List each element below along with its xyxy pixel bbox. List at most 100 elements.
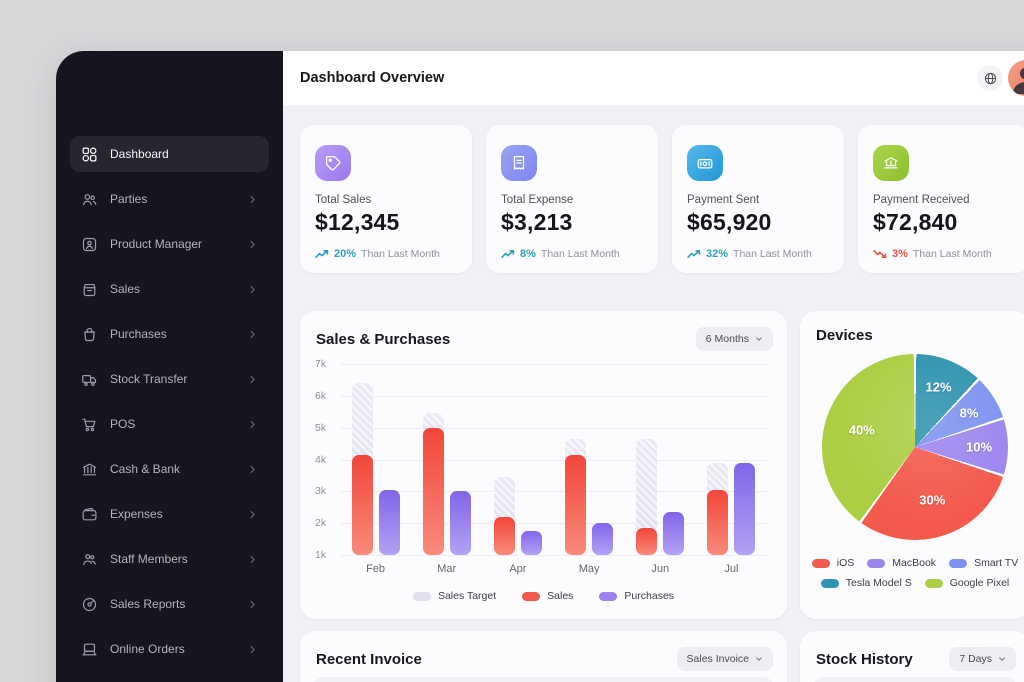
globe-icon — [984, 72, 996, 84]
devices-header: Devices — [800, 311, 1024, 344]
legend-swatch — [924, 578, 943, 588]
bar-sales-jul — [707, 489, 729, 555]
user-avatar[interactable] — [1008, 60, 1024, 96]
x-axis-label: Mar — [437, 563, 457, 575]
trend-up-icon — [315, 249, 329, 259]
bank-icon — [82, 463, 97, 475]
stat-label: Payment Sent — [687, 194, 760, 206]
sidebar-item-label: Product Manager — [110, 237, 203, 251]
stat-label: Payment Received — [873, 194, 970, 206]
bar-sales-feb — [351, 454, 373, 555]
team-icon — [83, 553, 96, 565]
sales-purchases-plot: 7k 6k 5k 4k 3k 2k 1k Feb Mar Apr May Jun Jul — [300, 311, 787, 619]
y-axis-tick: 6k — [315, 389, 327, 402]
sidebar-item-label: Dashboard — [110, 147, 169, 161]
sales-purchases-card: Sales & Purchases 6 Months 7k 6k 5k 4k 3k 2k 1… — [300, 311, 787, 619]
legend-item-sales-target: Sales Target — [412, 590, 496, 602]
charts-row: Sales & Purchases 6 Months 7k 6k 5k 4k 3k 2k 1… — [300, 311, 1024, 619]
sidebar-item-label: Online Orders — [110, 642, 185, 656]
sidebar-item-label: Sales Reports — [110, 597, 186, 611]
sidebar-item-sales-reports[interactable]: Sales Reports — [70, 586, 269, 622]
invoice-icon — [501, 145, 537, 181]
x-axis-label: May — [578, 563, 600, 575]
chevron-right-icon — [250, 555, 255, 563]
legend-swatch — [820, 578, 839, 588]
storefront-icon — [83, 283, 96, 296]
bar-purchases-apr — [520, 531, 542, 555]
stat-card-payment-sent: Payment Sent $65,920 32% Than Last Month — [672, 125, 844, 273]
wallet-icon — [82, 507, 97, 520]
gridline — [340, 555, 769, 556]
stock-history-header: Stock History 7 Days — [800, 631, 1024, 671]
sidebar-item-pos[interactable]: POS — [70, 406, 269, 442]
sidebar-item-label: Expenses — [110, 507, 163, 521]
trend-note: Than Last Month — [912, 248, 992, 260]
sidebar-item-dashboard[interactable]: Dashboard — [70, 136, 269, 172]
x-axis-label: Jun — [651, 563, 670, 575]
chevron-right-icon — [250, 285, 255, 293]
sidebar-item-cash-bank[interactable]: Cash & Bank — [70, 451, 269, 487]
users-icon — [82, 193, 97, 205]
y-axis-tick: 2k — [315, 517, 327, 530]
y-axis-tick: 4k — [315, 453, 327, 466]
stat-value: $65,920 — [687, 209, 772, 235]
main-area: Dashboard Overview Total Sales $ — [283, 51, 1024, 682]
stock-history-card: Stock History 7 Days — [800, 631, 1024, 682]
legend-swatch — [522, 591, 541, 601]
sidebar-item-label: Cash & Bank — [110, 462, 181, 476]
sidebar-item-purchases[interactable]: Purchases — [70, 316, 269, 352]
stat-label: Total Sales — [315, 194, 372, 206]
sidebar-item-stock-transfer[interactable]: Stock Transfer — [70, 361, 269, 397]
sidebar-item-product-manager[interactable]: Product Manager — [70, 226, 269, 262]
chevron-right-icon — [250, 600, 255, 608]
sidebar: Dashboard Parties Product Manager Sales … — [56, 51, 283, 682]
devices-legend: iOS MacBook Smart TV Tesla Model S Google Pi… — [800, 557, 1024, 589]
y-axis-tick: 5k — [315, 421, 327, 434]
stat-cards-row: Total Sales $12,345 20% Than Last Month … — [300, 125, 1024, 273]
days-filter-dropdown[interactable]: 7 Days — [949, 647, 1016, 671]
money-send-icon — [687, 145, 723, 181]
trend-percent: 3% — [892, 248, 908, 260]
stat-trend: 8% Than Last Month — [501, 248, 643, 260]
chevron-down-icon — [756, 337, 762, 341]
pie-label-macbook: 10% — [965, 439, 993, 455]
globe-button[interactable] — [977, 65, 1003, 91]
legend-swatch — [599, 591, 618, 601]
section-title: Recent Invoice — [316, 650, 422, 668]
sidebar-item-staff-members[interactable]: Staff Members — [70, 541, 269, 577]
report-icon — [82, 597, 97, 611]
legend-item-purchases: Purchases — [599, 590, 674, 602]
legend-swatch — [811, 558, 830, 568]
legend-item-tesla-model-s: Tesla Model S — [820, 577, 912, 589]
invoice-filter-dropdown[interactable]: Sales Invoice — [676, 647, 773, 671]
sidebar-item-label: Parties — [110, 192, 148, 206]
sidebar-item-online-orders[interactable]: Online Orders — [70, 631, 269, 667]
legend-swatch — [412, 591, 431, 601]
gridline — [340, 459, 769, 461]
trend-percent: 32% — [706, 248, 729, 260]
recent-invoice-header: Recent Invoice Sales Invoice — [300, 631, 787, 671]
x-axis-label: Jul — [724, 563, 739, 575]
sidebar-item-sales[interactable]: Sales — [70, 271, 269, 307]
stat-card-payment-received: Payment Received $72,840 3% Than Last Mo… — [858, 125, 1024, 273]
y-axis-tick: 3k — [315, 485, 327, 498]
sidebar-item-expenses[interactable]: Expenses — [70, 496, 269, 532]
chevron-right-icon — [250, 420, 255, 428]
sidebar-item-label: Sales — [110, 282, 141, 296]
sidebar-item-parties[interactable]: Parties — [70, 181, 269, 217]
bar-purchases-may — [592, 523, 614, 555]
chevron-right-icon — [250, 510, 255, 518]
stat-value: $12,345 — [315, 209, 400, 235]
legend-item-sales: Sales — [522, 590, 573, 602]
gridline — [340, 523, 769, 525]
legend-item-ios: iOS — [811, 557, 854, 569]
bank-building-icon — [873, 145, 909, 181]
chevron-right-icon — [250, 330, 255, 338]
months-filter-dropdown[interactable]: 6 Months — [695, 327, 773, 351]
cart-icon — [82, 418, 96, 431]
top-bar: Dashboard Overview — [283, 51, 1024, 105]
pie-label-google-pixel: 40% — [848, 422, 875, 438]
tag-icon — [315, 145, 351, 181]
sidebar-item-label: POS — [110, 417, 136, 431]
